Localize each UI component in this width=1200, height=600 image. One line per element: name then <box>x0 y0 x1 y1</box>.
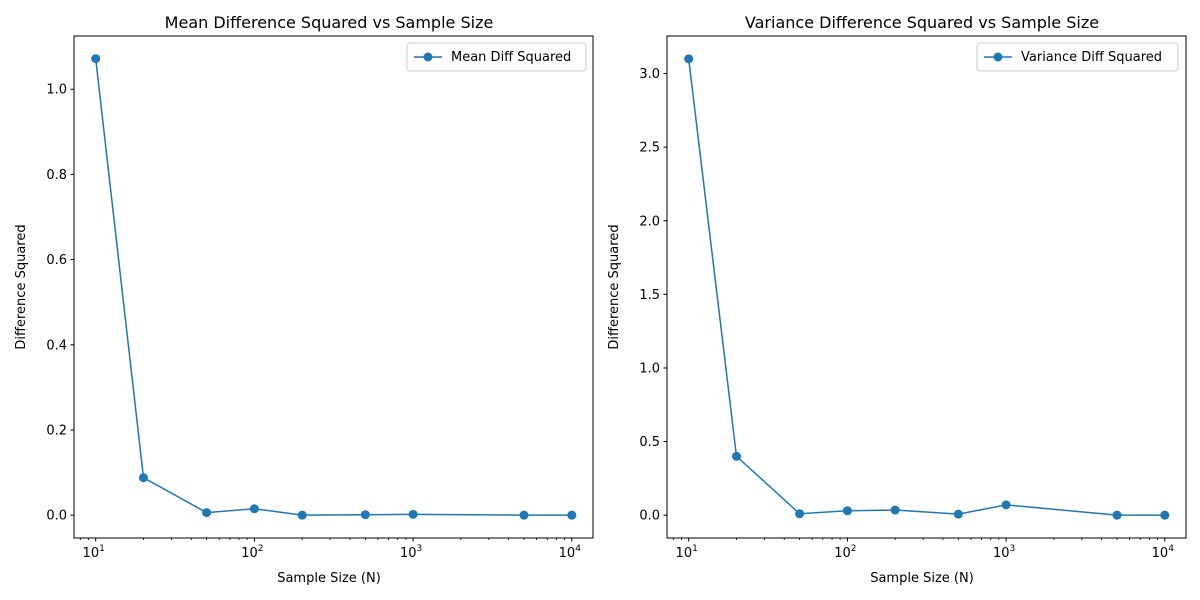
legend-marker <box>423 52 433 62</box>
y-tick-label: 2.0 <box>639 214 660 229</box>
data-point <box>953 509 963 519</box>
data-point <box>1001 500 1011 510</box>
data-point <box>519 510 529 520</box>
data-point <box>297 510 307 520</box>
legend: Mean Diff Squared <box>406 42 587 72</box>
data-point <box>567 510 577 520</box>
legend-marker <box>993 52 1003 62</box>
legend-label: Variance Diff Squared <box>1021 50 1162 65</box>
x-tick-label: 101 <box>676 544 698 561</box>
y-tick-label: 0.4 <box>46 338 67 353</box>
data-point <box>1160 510 1170 520</box>
legend-box <box>406 42 587 72</box>
data-point <box>1112 510 1122 520</box>
x-tick-label: 103 <box>400 544 422 561</box>
tick-layer: 101 102 103 104 0.0 0.2 0.4 0.6 0.8 1.0 <box>46 83 581 561</box>
y-tick-label: 3.0 <box>639 67 660 82</box>
chart-variance-diff: Variance Difference Squared vs Sample Si… <box>607 13 1187 586</box>
plot-area <box>91 54 577 520</box>
x-tick-label: 103 <box>993 544 1015 561</box>
data-point <box>138 473 148 483</box>
legend-box <box>976 42 1179 72</box>
y-tick-label: 0.8 <box>46 168 67 183</box>
tick-layer: 101 102 103 104 0.0 0.5 1.0 1.5 2.0 2.5 3.0 <box>639 67 1174 561</box>
y-axis-label: Difference Squared <box>14 224 29 349</box>
data-point <box>890 505 900 515</box>
legend: Variance Diff Squared <box>976 42 1179 72</box>
legend-label: Mean Diff Squared <box>451 50 571 65</box>
axes-frame <box>73 35 594 539</box>
x-tick-label: 102 <box>834 544 856 561</box>
x-axis-label: Sample Size (N) <box>277 571 381 586</box>
y-tick-label: 0.6 <box>46 253 67 268</box>
axes-frame <box>666 35 1187 539</box>
data-point <box>731 451 741 461</box>
x-tick-label: 104 <box>1152 544 1175 561</box>
x-tick-label: 104 <box>559 544 582 561</box>
y-axis-label: Difference Squared <box>607 224 622 349</box>
y-tick-label: 1.0 <box>639 361 660 376</box>
y-tick-label: 1.5 <box>639 288 660 303</box>
chart-mean-diff: Mean Difference Squared vs Sample Size 1… <box>14 13 594 586</box>
plot-area <box>684 54 1170 520</box>
chart-title: Mean Difference Squared vs Sample Size <box>165 13 494 32</box>
y-tick-label: 0.0 <box>639 509 660 524</box>
x-tick-label: 102 <box>241 544 263 561</box>
y-tick-label: 0.0 <box>46 509 67 524</box>
y-tick-label: 2.5 <box>639 141 660 156</box>
data-point <box>91 54 101 64</box>
chart-title: Variance Difference Squared vs Sample Si… <box>745 13 1099 32</box>
y-tick-label: 1.0 <box>46 83 67 98</box>
y-tick-label: 0.2 <box>46 423 67 438</box>
data-point <box>795 509 805 519</box>
data-point <box>684 54 694 64</box>
data-point <box>249 504 259 514</box>
data-point <box>360 510 370 520</box>
data-point <box>408 509 418 519</box>
x-axis-label: Sample Size (N) <box>870 571 974 586</box>
x-tick-label: 101 <box>83 544 105 561</box>
data-point <box>202 508 212 518</box>
y-tick-label: 0.5 <box>639 435 660 450</box>
data-point <box>842 506 852 516</box>
